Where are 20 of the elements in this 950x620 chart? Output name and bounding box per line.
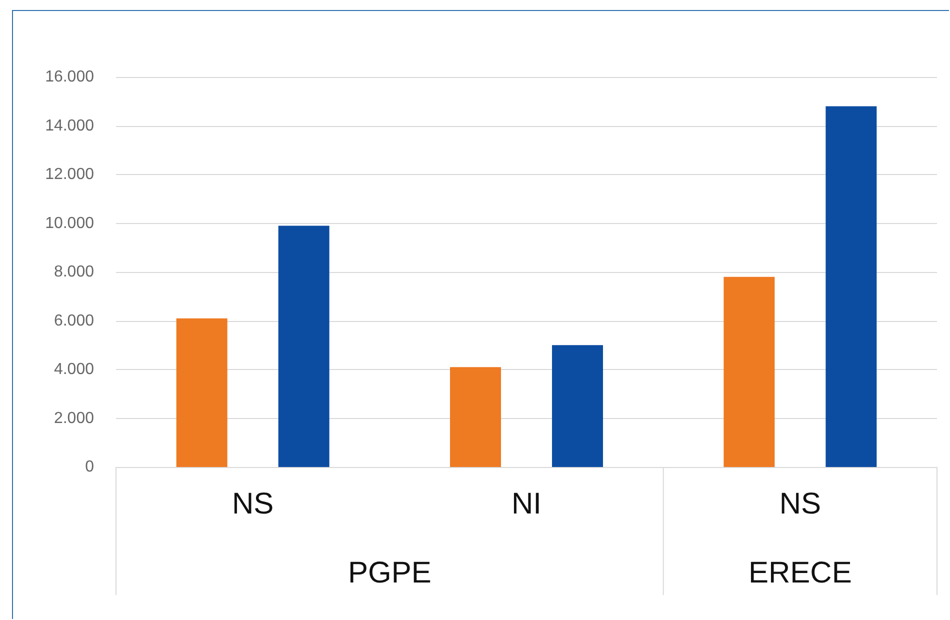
bar bbox=[724, 276, 775, 467]
bar bbox=[278, 226, 330, 467]
text: ERECE bbox=[748, 556, 852, 590]
bar bbox=[826, 106, 877, 467]
y-tick-label: 4.000 bbox=[54, 361, 94, 378]
y-tick-label: 0 bbox=[85, 458, 94, 476]
y-tick-label: 8.000 bbox=[54, 264, 94, 280]
x-tick-label: NI bbox=[512, 488, 542, 520]
bar bbox=[450, 367, 501, 467]
text: PGPE bbox=[348, 556, 432, 590]
bar bbox=[176, 318, 228, 467]
bar bbox=[552, 345, 603, 467]
y-tick-label: 16.000 bbox=[45, 68, 94, 86]
y-tick-label: 10.000 bbox=[45, 214, 94, 232]
y-tick-label: 2.000 bbox=[54, 410, 94, 427]
x-tick-label: NS bbox=[232, 488, 274, 520]
y-tick-label: 14.000 bbox=[45, 117, 94, 134]
y-tick-label: 12.000 bbox=[45, 166, 94, 183]
x-tick-label: NS bbox=[779, 488, 822, 520]
y-tick-label: 6.000 bbox=[54, 312, 94, 330]
